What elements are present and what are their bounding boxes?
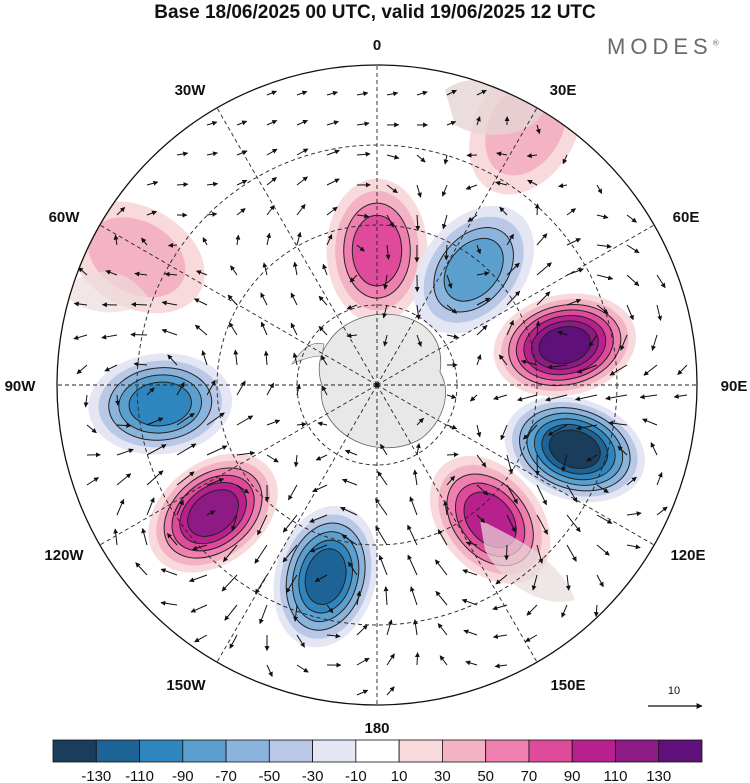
colorbar-swatch: [95, 739, 140, 763]
colorbar-swatch: [485, 739, 530, 763]
label-30w: 30W: [175, 82, 207, 99]
wind-vectors: [73, 89, 688, 696]
colorbar-label: 110: [604, 768, 628, 783]
colorbar: -130 -110 -90 -70 -50 -30 -10 10 30 50 70 90 110 130: [52, 739, 703, 783]
label-120w: 120W: [44, 547, 84, 564]
colorbar-label: -90: [172, 768, 194, 783]
colorbar-label: 30: [434, 768, 451, 783]
label-120e: 120E: [670, 547, 705, 564]
label-150e: 150E: [550, 677, 585, 694]
anomaly-cell: [273, 505, 378, 648]
colorbar-swatch: [398, 739, 443, 763]
map-border: [56, 64, 698, 706]
pole-marker: [374, 382, 380, 388]
anomaly-cell: [88, 353, 233, 455]
colorbar-label: -130: [81, 768, 111, 783]
vector-reference-label: 10: [668, 685, 680, 697]
colorbar-swatch: [52, 739, 97, 763]
colorbar-label: -10: [345, 768, 367, 783]
label-0: 0: [373, 37, 381, 54]
label-30e: 30E: [550, 82, 577, 99]
colorbar-swatch: [571, 739, 616, 763]
colorbar-label: 10: [391, 768, 408, 783]
colorbar-swatch: [182, 739, 227, 763]
colorbar-swatch: [528, 739, 573, 763]
anomaly-cell: [493, 293, 637, 397]
colorbar-swatch: [615, 739, 660, 763]
label-180: 180: [364, 720, 389, 737]
colorbar-label: -30: [302, 768, 324, 783]
graticule: [57, 65, 697, 705]
colorbar-label: 130: [646, 768, 671, 783]
colorbar-label: 90: [564, 768, 581, 783]
logo-text: MODES: [607, 34, 713, 59]
modes-logo: MODES®: [607, 34, 719, 60]
colorbar-swatch: [268, 739, 314, 763]
colorbar-swatch: [312, 739, 357, 763]
label-90w: 90W: [5, 378, 37, 395]
map-title: Base 18/06/2025 00 UTC, valid 19/06/2025…: [154, 2, 596, 23]
label-60e: 60E: [673, 209, 700, 226]
registered-mark: ®: [712, 38, 719, 48]
colorbar-label: -70: [215, 768, 237, 783]
anomaly-cell: [413, 205, 534, 334]
colorbar-label: -110: [125, 768, 154, 783]
colorbar-label: 70: [521, 768, 538, 783]
colorbar-label: 50: [477, 768, 494, 783]
label-150w: 150W: [166, 677, 206, 694]
label-90e: 90E: [721, 378, 748, 395]
colorbar-swatch: [225, 739, 270, 763]
colorbar-swatch: [441, 739, 487, 763]
colorbar-label: -50: [258, 768, 280, 783]
label-60w: 60W: [49, 209, 81, 226]
colorbar-swatch: [139, 739, 184, 763]
colorbar-swatch: [355, 739, 400, 763]
colorbar-swatch: [658, 739, 703, 763]
